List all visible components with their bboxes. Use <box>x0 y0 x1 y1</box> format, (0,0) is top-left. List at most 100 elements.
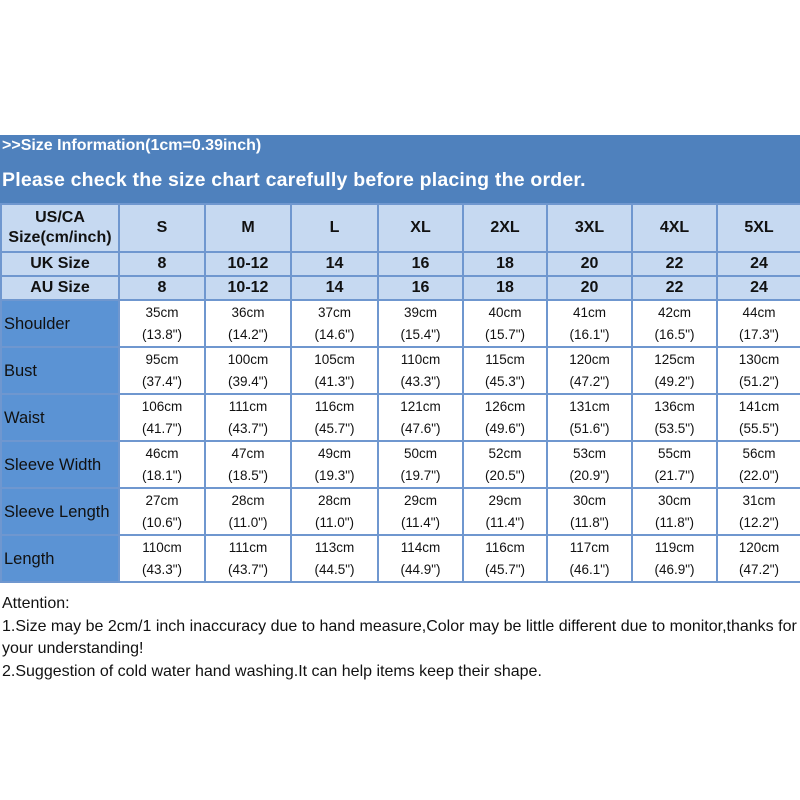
measurement-cell: 30cm (11.8") <box>631 487 718 536</box>
cm-value: 100cm <box>227 351 269 367</box>
measurement-cell: 28cm (11.0") <box>204 487 292 536</box>
au-size-value: 20 <box>546 275 633 301</box>
cm-value: 120cm <box>569 351 610 367</box>
measurement-cell: 49cm (19.3") <box>290 440 379 489</box>
cm-value: 95cm <box>145 351 179 367</box>
au-size-value: 24 <box>716 275 800 301</box>
uk-size-value: 16 <box>377 251 464 277</box>
inch-value: (22.0") <box>738 467 780 483</box>
cm-value: 52cm <box>488 445 522 461</box>
cm-value: 37cm <box>317 304 351 320</box>
measurement-label: Bust <box>0 346 120 395</box>
measurement-cell: 30cm (11.8") <box>546 487 633 536</box>
size-chart-table: US/CA Size(cm/inch) S M L XL 2XL 3XL 4XL 5XL UK S… <box>0 203 800 583</box>
attention-note-2: 2.Suggestion of cold water hand washing.… <box>2 662 542 680</box>
cm-value: 131cm <box>569 398 610 414</box>
cm-value: 41cm <box>572 304 606 320</box>
cm-value: 105cm <box>314 351 355 367</box>
inch-value: (43.3") <box>400 373 441 389</box>
measurement-cell: 31cm (12.2") <box>716 487 800 536</box>
measurement-cell: 47cm (18.5") <box>204 440 292 489</box>
measurement-cell: 28cm (11.0") <box>290 487 379 536</box>
cm-value: 116cm <box>485 539 525 555</box>
cm-value: 136cm <box>654 398 695 414</box>
cm-value: 49cm <box>317 445 351 461</box>
size-header-row: US/CA Size(cm/inch) S M L XL 2XL 3XL 4XL 5XL <box>0 203 800 253</box>
cm-value: 44cm <box>742 304 776 320</box>
measurement-row: Waist 106cm (41.7") 111cm (43.7") 116cm (45.7"… <box>0 393 800 442</box>
measurement-label: Waist <box>0 393 120 442</box>
inch-value: (45.3") <box>484 373 526 389</box>
inch-value: (45.7") <box>484 561 526 577</box>
cm-value: 50cm <box>403 445 437 461</box>
measurement-cell: 37cm (14.6") <box>290 299 379 348</box>
cm-value: 29cm <box>488 492 522 508</box>
measurement-cell: 120cm (47.2") <box>716 534 800 583</box>
inch-value: (41.3") <box>314 373 355 389</box>
cm-value: 56cm <box>742 445 776 461</box>
measurement-cell: 110cm (43.3") <box>377 346 464 395</box>
inch-value: (20.5") <box>484 467 526 483</box>
inch-value: (45.7") <box>314 420 355 436</box>
inch-value: (49.2") <box>654 373 695 389</box>
measurement-cell: 39cm (15.4") <box>377 299 464 348</box>
cm-value: 120cm <box>738 539 780 555</box>
measurement-cell: 136cm (53.5") <box>631 393 718 442</box>
size-header: 5XL <box>716 203 800 253</box>
measurement-cell: 116cm (45.7") <box>290 393 379 442</box>
cm-value: 117cm <box>569 539 610 555</box>
inch-value: (21.7") <box>654 467 695 483</box>
inch-value: (16.1") <box>569 326 610 342</box>
cm-value: 130cm <box>738 351 780 367</box>
inch-value: (39.4") <box>227 373 269 389</box>
uk-size-value: 14 <box>290 251 379 277</box>
inch-value: (15.7") <box>484 326 526 342</box>
cm-value: 111cm <box>228 539 268 555</box>
inch-value: (19.3") <box>314 467 355 483</box>
inch-value: (14.2") <box>227 326 269 342</box>
measurement-cell: 105cm (41.3") <box>290 346 379 395</box>
cm-value: 28cm <box>317 492 351 508</box>
measurement-cell: 40cm (15.7") <box>462 299 548 348</box>
cm-value: 53cm <box>572 445 606 461</box>
inch-value: (11.4") <box>400 514 441 530</box>
size-header: S <box>118 203 206 253</box>
inch-value: (10.6") <box>141 514 183 530</box>
measurement-label: Length <box>0 534 120 583</box>
measurement-label: Shoulder <box>0 299 120 348</box>
inch-value: (11.4") <box>485 514 525 530</box>
inch-value: (44.5") <box>314 561 355 577</box>
cm-value: 110cm <box>142 539 182 555</box>
inch-value: (20.9") <box>569 467 610 483</box>
cm-value: 35cm <box>145 304 179 320</box>
measurement-cell: 35cm (13.8") <box>118 299 206 348</box>
uk-size-value: 20 <box>546 251 633 277</box>
cm-value: 119cm <box>654 539 695 555</box>
uk-size-value: 18 <box>462 251 548 277</box>
cm-value: 47cm <box>231 445 265 461</box>
measurement-label: Sleeve Length <box>0 487 120 536</box>
au-size-value: 16 <box>377 275 464 301</box>
measurement-cell: 41cm (16.1") <box>546 299 633 348</box>
au-size-label: AU Size <box>0 275 120 301</box>
inch-value: (47.2") <box>738 561 780 577</box>
inch-value: (14.6") <box>314 326 355 342</box>
cm-value: 39cm <box>403 304 437 320</box>
uk-size-value: 10-12 <box>204 251 292 277</box>
size-header: M <box>204 203 292 253</box>
measurement-cell: 27cm (10.6") <box>118 487 206 536</box>
cm-value: 29cm <box>403 492 437 508</box>
measurement-cell: 42cm (16.5") <box>631 299 718 348</box>
measurement-cell: 111cm (43.7") <box>204 393 292 442</box>
inch-value: (43.7") <box>227 420 269 436</box>
cm-value: 114cm <box>400 539 441 555</box>
measurement-cell: 119cm (46.9") <box>631 534 718 583</box>
inch-value: (43.3") <box>141 561 183 577</box>
inch-value: (37.4") <box>141 373 183 389</box>
measurement-cell: 120cm (47.2") <box>546 346 633 395</box>
size-info-banner: >>Size Information(1cm=0.39inch) Please … <box>0 135 800 203</box>
measurement-cell: 130cm (51.2") <box>716 346 800 395</box>
measurement-cell: 50cm (19.7") <box>377 440 464 489</box>
au-size-value: 14 <box>290 275 379 301</box>
inch-value: (51.6") <box>569 420 610 436</box>
